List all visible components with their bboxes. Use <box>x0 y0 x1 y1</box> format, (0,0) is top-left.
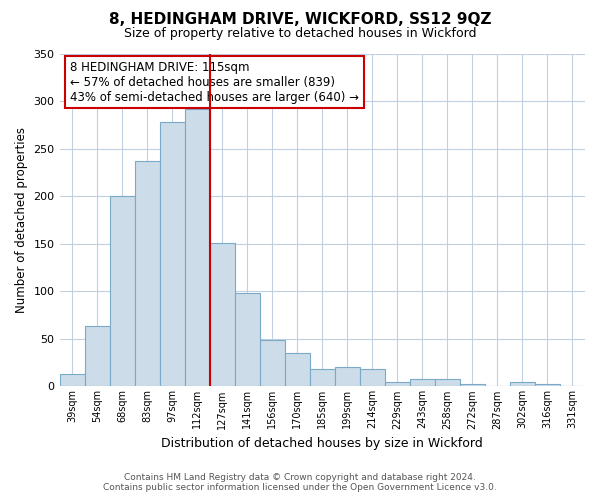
Text: 8 HEDINGHAM DRIVE: 115sqm
← 57% of detached houses are smaller (839)
43% of semi: 8 HEDINGHAM DRIVE: 115sqm ← 57% of detac… <box>70 60 359 104</box>
Bar <box>134 162 160 386</box>
Bar <box>285 353 310 386</box>
Text: Contains HM Land Registry data © Crown copyright and database right 2024.
Contai: Contains HM Land Registry data © Crown c… <box>103 473 497 492</box>
Bar <box>310 370 335 386</box>
Bar <box>385 382 410 386</box>
X-axis label: Distribution of detached houses by size in Wickford: Distribution of detached houses by size … <box>161 437 483 450</box>
Bar <box>110 196 134 386</box>
Bar <box>335 368 360 386</box>
Bar <box>435 379 460 386</box>
Bar <box>360 370 385 386</box>
Bar <box>59 374 85 386</box>
Text: Size of property relative to detached houses in Wickford: Size of property relative to detached ho… <box>124 28 476 40</box>
Y-axis label: Number of detached properties: Number of detached properties <box>15 127 28 313</box>
Bar <box>209 243 235 386</box>
Bar <box>535 384 560 386</box>
Text: 8, HEDINGHAM DRIVE, WICKFORD, SS12 9QZ: 8, HEDINGHAM DRIVE, WICKFORD, SS12 9QZ <box>109 12 491 28</box>
Bar <box>185 109 209 386</box>
Bar <box>410 379 435 386</box>
Bar <box>260 340 285 386</box>
Bar <box>160 122 185 386</box>
Bar <box>510 382 535 386</box>
Bar <box>460 384 485 386</box>
Bar <box>85 326 110 386</box>
Bar <box>235 294 260 386</box>
